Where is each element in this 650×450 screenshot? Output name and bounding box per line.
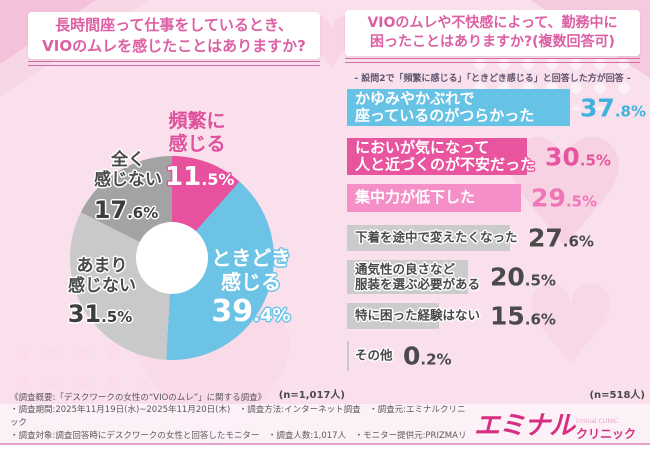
sample-size-note-q2: (n=518人) [589, 390, 645, 401]
filter-note: - 設問2で「頻繁に感じる」「ときどき感じる」と回答した方が回答 - [354, 74, 631, 84]
pie-label-sometimes-feel: ときどき 感じる [211, 246, 291, 294]
bar-chart: かゆみやかぶれで 座っているのがつらかった 37.8% においが気になって 人と近づくの… [347, 89, 647, 371]
bar-label: においが気になって 人と近づくのが不安だった [355, 137, 536, 174]
bar-label: 下着を途中で変えたくなった [355, 229, 518, 245]
bar-label: その他 [355, 347, 393, 363]
bar-value: 20.5% [490, 262, 556, 292]
bar-row: かゆみやかぶれで 座っているのがつらかった 37.8% [347, 89, 647, 126]
logo-tagline: Eminal CLINIC [575, 418, 619, 425]
bar-row: その他 0.2% [347, 341, 647, 371]
bar-row: 集中力が低下した 29.5% [347, 183, 647, 213]
pie-label-rarely-feel: あまり 感じない [68, 256, 136, 297]
logo-sub-text: クリニック [575, 427, 636, 441]
bar-row: 通気性の良さなど 服装を選ぶ必要がある 20.5% [347, 260, 647, 294]
bar-fill [347, 184, 522, 212]
bottom-margin [0, 445, 650, 450]
bar-value: 29.5% [531, 183, 598, 213]
logo-main-text: エミナル [473, 411, 575, 441]
survey-footer: 《調査概要:「デスクワークの女性の“VIOのムレ”」に関する調査》 ・調査期間:… [0, 393, 650, 450]
bar-fill [347, 138, 527, 175]
question2-title: VIOのムレや不快感によって、勤務中に 困ったことはありますか?(複数回答可) [345, 10, 640, 56]
donut-hole [136, 222, 208, 294]
bar-fill [347, 303, 440, 329]
survey-period-line: ・調査期間:2025年11月19日(水)~2025年11月20日(木) ・調査方… [10, 405, 466, 429]
sample-size-note-q1: (n=1,017人) [278, 390, 345, 401]
pie-label-frequently-feel: 頻繁に 感じる [168, 110, 226, 155]
bar-row: 特に困った経験はない 15.6% [347, 301, 647, 331]
bar-label: 集中力が低下した [355, 188, 476, 207]
bar-fill [347, 225, 510, 251]
survey-details: 《調査概要:「デスクワークの女性の“VIOのムレ”」に関する調査》 ・調査期間:… [10, 392, 474, 450]
bar-row: においが気になって 人と近づくのが不安だった 30.5% [347, 138, 647, 175]
bar-label: かゆみやかぶれで 座っているのがつらかった [355, 88, 535, 125]
bar-value: 37.8% [580, 93, 646, 122]
pie-value-never-feel: 17.6% [93, 196, 159, 224]
pie-value-rarely-feel: 31.5% [67, 300, 133, 328]
title-underline [345, 58, 640, 63]
bar-fill [347, 89, 571, 126]
bottom-accent-line [0, 443, 650, 445]
bar-fill [347, 260, 468, 294]
pie-value-sometimes-feel: 39.4% [211, 294, 291, 329]
bar-row: 下着を途中で変えたくなった 27.6% [347, 223, 647, 253]
title-underline [28, 61, 320, 66]
bar-label: 通気性の良さなど 服装を選ぶ必要がある [355, 261, 481, 291]
bar-value: 15.6% [490, 301, 556, 331]
bar-value: 27.6% [528, 223, 594, 253]
clinic-logo: エミナル Eminal CLINIC クリニック [474, 405, 636, 442]
question1-title: 長時間座って仕事をしているとき、 VIOのムレを感じたことはありますか? [28, 12, 320, 59]
bar-fill [347, 341, 349, 371]
bar-value: 30.5% [545, 142, 611, 171]
pie-value-frequently-feel: 11.5% [165, 162, 235, 192]
bar-value: 0.2% [403, 341, 452, 371]
survey-overview-line: 《調査概要:「デスクワークの女性の“VIOのムレ”」に関する調査》 [10, 392, 267, 403]
bar-label: 特に困った経験はない [355, 307, 481, 323]
pie-label-never-feel: 全く 感じない [94, 150, 162, 191]
